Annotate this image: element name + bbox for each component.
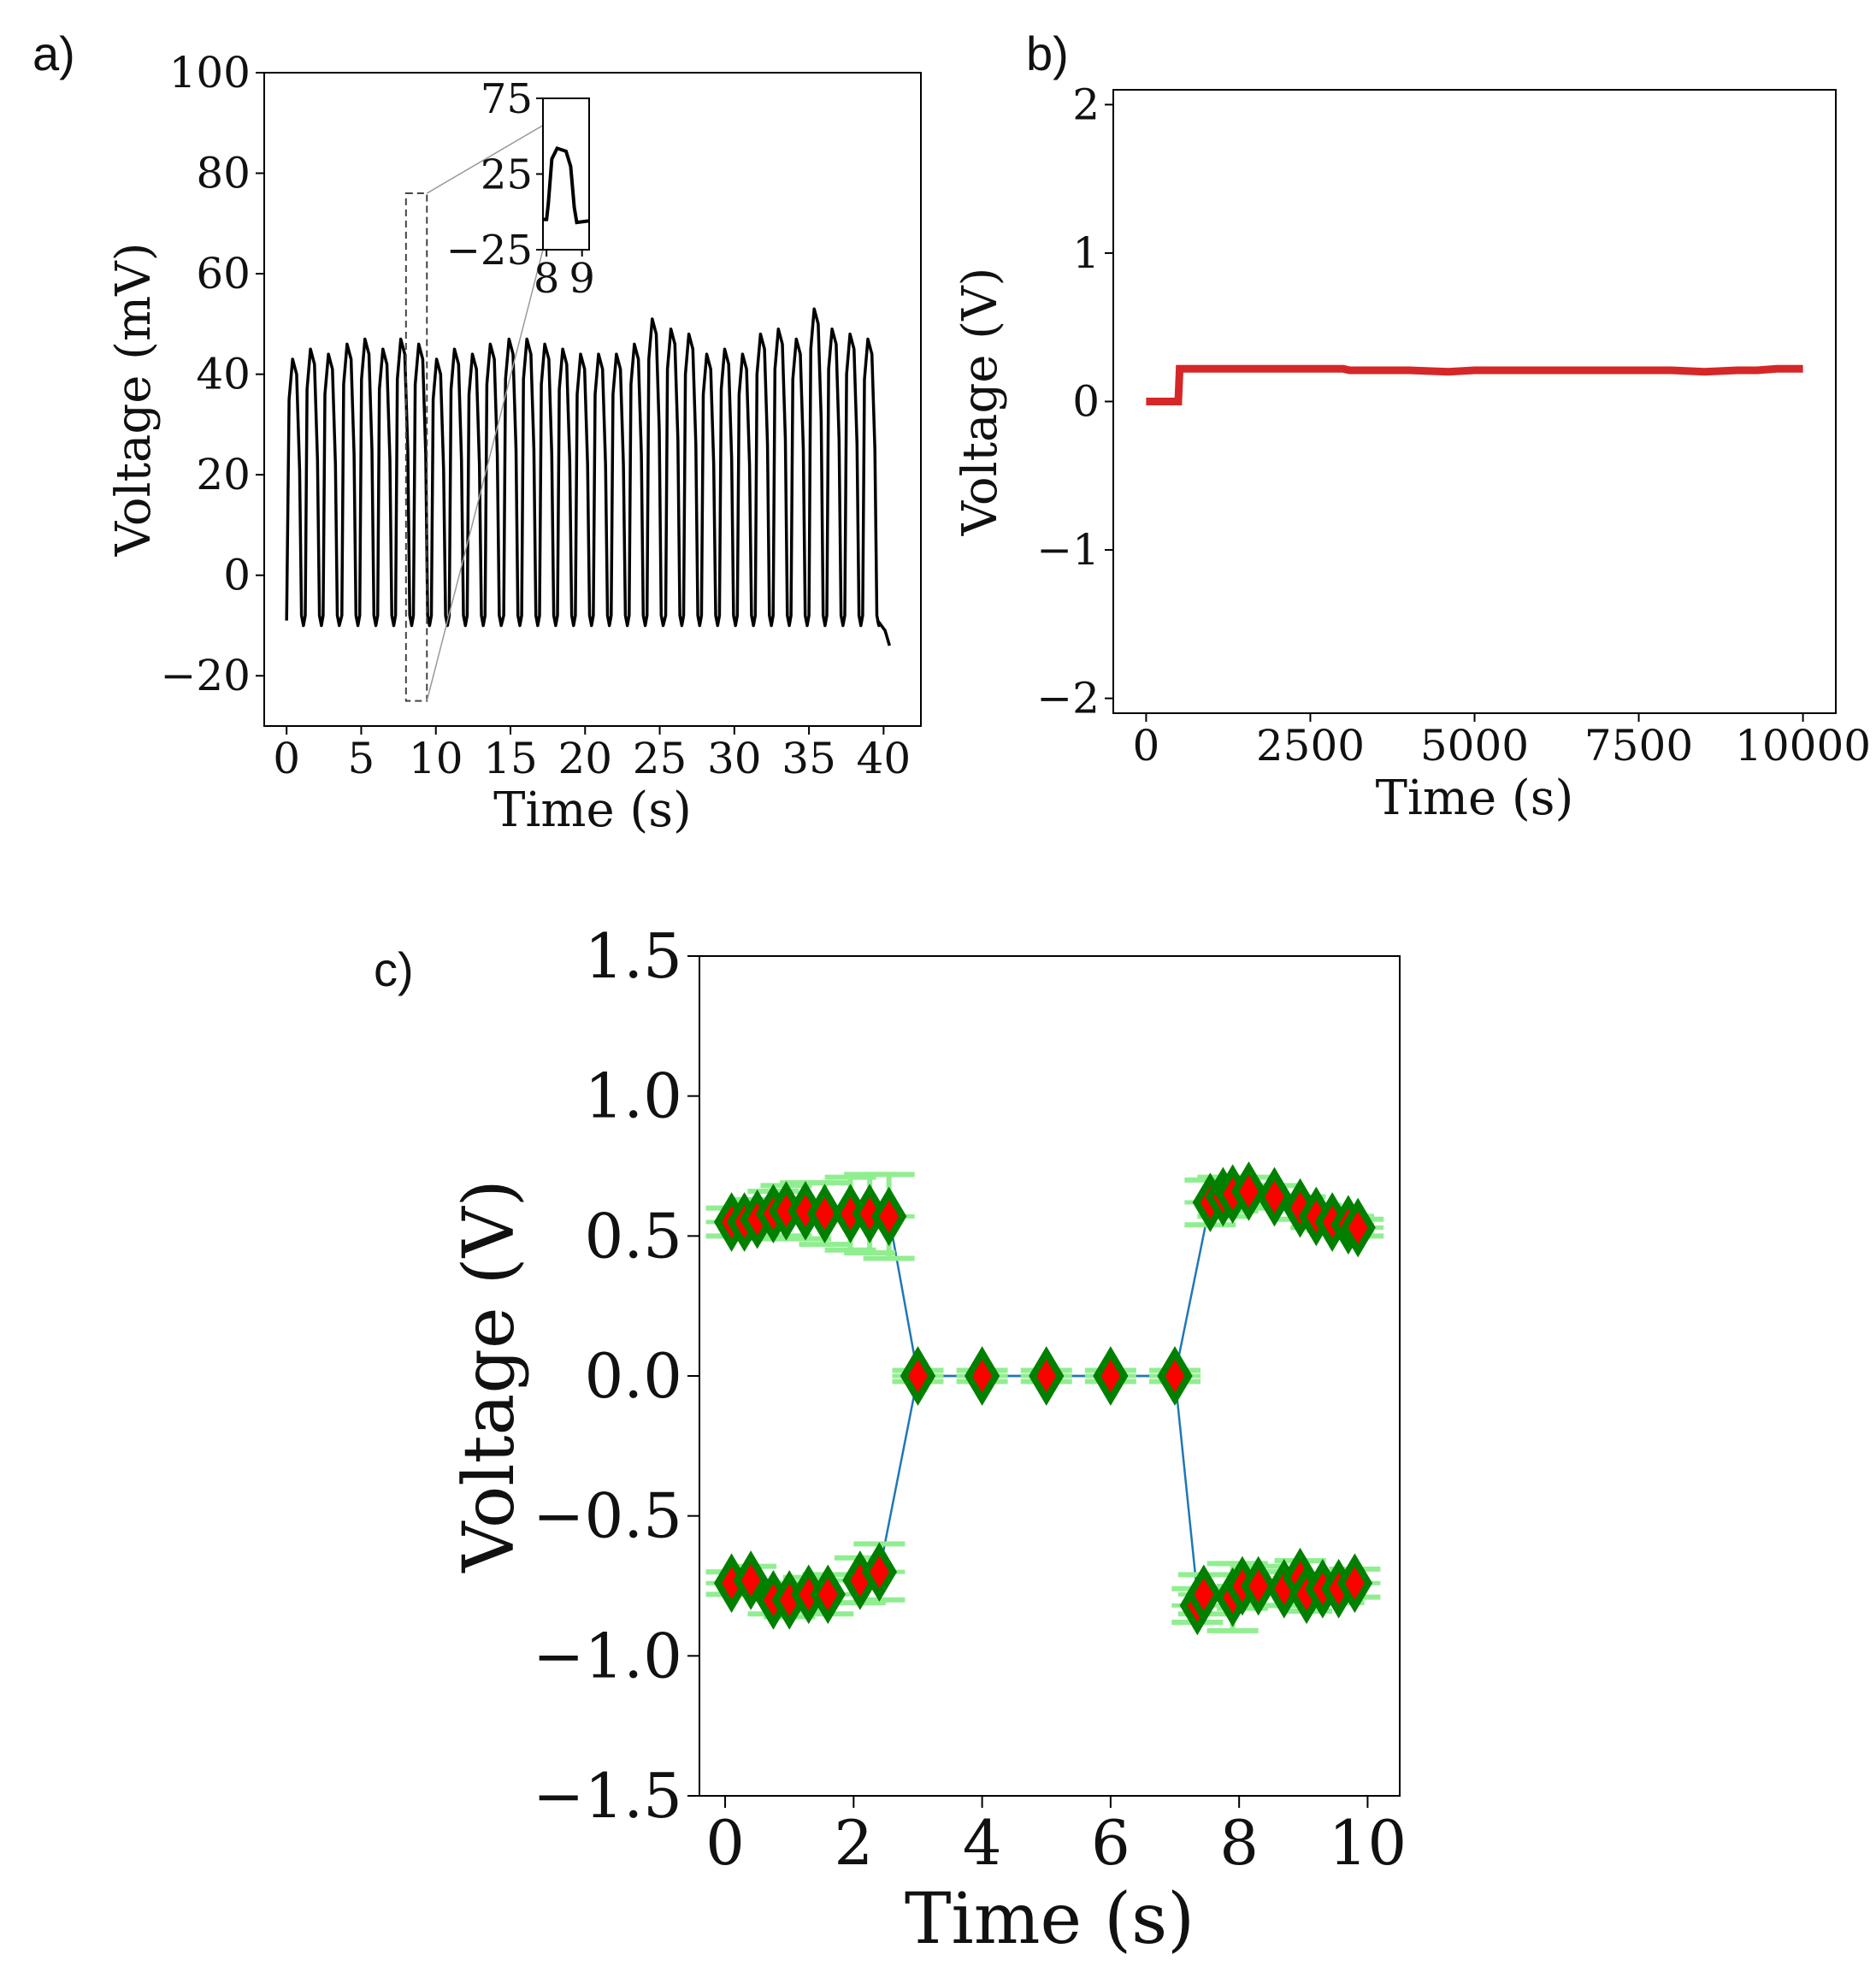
inset-trace xyxy=(543,145,589,225)
chart-b: 0 2500 5000 7500 10000 −2 −1 0 1 2 Time (s) Voltage… xyxy=(953,80,1871,826)
y-tick-label: −1 xyxy=(1036,525,1100,575)
y-tick-label: 1.5 xyxy=(584,920,682,992)
plot-frame xyxy=(263,72,922,727)
x-tick-label: 20 xyxy=(557,734,612,783)
data-point-marker xyxy=(810,1564,846,1625)
x-tick-label: 7500 xyxy=(1584,721,1693,770)
y-tick-label: 2 xyxy=(1072,80,1100,129)
x-tick-label: 0 xyxy=(273,734,300,783)
data-point-marker xyxy=(1029,1346,1065,1406)
x-axis-label: Time (s) xyxy=(1376,770,1574,826)
x-tick-label: 25 xyxy=(633,734,687,783)
x-tick-label: 10 xyxy=(1329,1807,1407,1879)
x-axis-label: Time (s) xyxy=(905,1879,1195,1960)
data-point-marker xyxy=(1157,1346,1193,1406)
chart-c: 0 2 4 6 8 10 −1.5 −1.0 −0.5 0.0 0.5 1.0 1.5 Time (s) V… xyxy=(449,920,1407,1960)
y-tick-label: 40 xyxy=(196,350,251,399)
x-tick-label: 40 xyxy=(857,734,911,783)
x-axis-label: Time (s) xyxy=(493,782,692,838)
series-line-lower xyxy=(878,1374,1233,1598)
data-point-marker xyxy=(964,1346,1000,1406)
x-tick-label: 0 xyxy=(705,1807,745,1879)
x-tick-label: 2500 xyxy=(1256,721,1365,770)
data-point-marker xyxy=(1186,1564,1222,1625)
x-tick-label: 2 xyxy=(834,1807,873,1879)
x-tick-label: 4 xyxy=(963,1807,1002,1879)
y-tick-label: −20 xyxy=(160,651,251,700)
y-axis-label: Voltage (V) xyxy=(449,1179,530,1573)
data-point-marker xyxy=(1340,1197,1376,1258)
panel-label-b: b) xyxy=(1026,27,1069,80)
y-tick-label: 100 xyxy=(169,48,251,97)
inset-x-tick-label: 8 xyxy=(534,255,560,303)
data-point-marker xyxy=(733,1550,769,1610)
zoom-connector-line xyxy=(426,249,544,701)
data-point-marker xyxy=(806,1184,843,1243)
y-tick-label: 0.0 xyxy=(584,1340,682,1412)
inset-y-tick-label: −25 xyxy=(446,227,533,275)
x-tick-label: 6 xyxy=(1091,1807,1130,1879)
y-tick-label: −1.0 xyxy=(533,1620,682,1692)
voltage-trace-b xyxy=(1146,364,1803,405)
data-point-marker xyxy=(900,1346,936,1406)
x-tick-label: 10 xyxy=(409,734,463,783)
data-point-marker xyxy=(1230,1161,1267,1221)
y-tick-label: 80 xyxy=(196,149,251,198)
inset-y-tick-label: 25 xyxy=(481,151,533,199)
panel-label-c: c) xyxy=(374,942,414,996)
plot-frame xyxy=(1112,89,1837,714)
y-tick-label: 0.5 xyxy=(584,1200,682,1272)
y-tick-label: 1 xyxy=(1072,228,1100,278)
zoom-region-box xyxy=(404,192,428,702)
y-axis-label: Voltage (mV) xyxy=(106,243,162,558)
y-tick-label: 0 xyxy=(223,551,251,600)
voltage-trace-a xyxy=(285,307,891,647)
data-point-marker xyxy=(1093,1346,1129,1406)
x-tick-label: 0 xyxy=(1133,721,1160,770)
y-tick-label: −2 xyxy=(1036,674,1100,723)
y-tick-label: 60 xyxy=(196,249,251,298)
panel-label-a: a) xyxy=(32,27,75,80)
x-tick-label: 10000 xyxy=(1735,721,1871,770)
y-tick-label: 1.0 xyxy=(584,1060,682,1132)
y-tick-label: −1.5 xyxy=(533,1760,682,1832)
y-tick-label: 20 xyxy=(196,450,251,499)
y-tick-label: −0.5 xyxy=(533,1480,682,1552)
y-tick-label: 0 xyxy=(1072,377,1100,427)
inset-y-tick-label: 75 xyxy=(481,75,533,123)
data-point-marker xyxy=(1256,1166,1293,1227)
inset-x-tick-label: 9 xyxy=(569,255,595,303)
x-tick-label: 8 xyxy=(1219,1807,1259,1879)
y-axis-label: Voltage (V) xyxy=(953,268,1008,537)
x-tick-label: 5000 xyxy=(1420,721,1529,770)
data-point-marker xyxy=(861,1542,898,1602)
x-tick-label: 35 xyxy=(782,734,836,783)
data-point-marker xyxy=(1241,1556,1277,1616)
data-point-marker xyxy=(871,1186,907,1247)
x-tick-label: 15 xyxy=(483,734,538,783)
data-point-marker xyxy=(1336,1553,1373,1614)
x-tick-label: 5 xyxy=(348,734,375,783)
x-tick-label: 30 xyxy=(707,734,762,783)
